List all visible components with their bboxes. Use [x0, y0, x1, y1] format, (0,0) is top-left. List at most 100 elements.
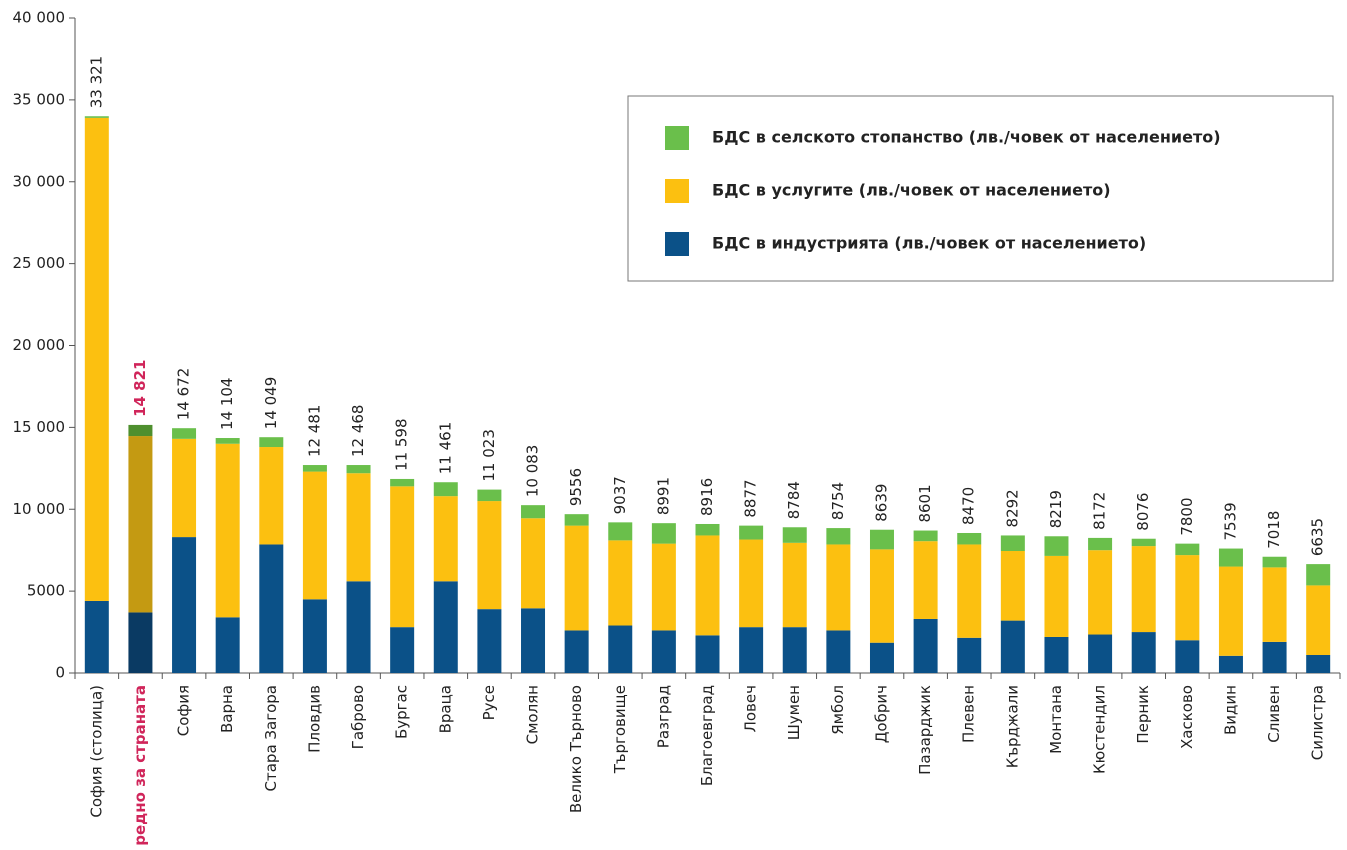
bar-segment: [477, 609, 502, 673]
total-label: 8639: [872, 484, 890, 522]
total-label: 8219: [1047, 490, 1065, 528]
x-tick-label: Търговище: [611, 685, 629, 774]
total-label: 8292: [1003, 489, 1021, 527]
bar-segment: [1262, 567, 1287, 642]
bar-segment: [1044, 636, 1069, 673]
bar-segment: [608, 540, 633, 626]
bar-segment: [608, 625, 633, 673]
y-tick-label: 10 000: [13, 500, 66, 518]
bar-segment: [1088, 634, 1113, 673]
x-tick-label: Разград: [654, 685, 672, 748]
bar-segment: [1131, 632, 1156, 673]
bar-segment: [215, 443, 240, 618]
bar-segment: [84, 116, 109, 118]
total-label: 7539: [1221, 502, 1239, 540]
bar-segment: [84, 600, 109, 673]
bar-segment: [215, 438, 240, 444]
bar-segment: [128, 436, 153, 613]
legend-swatch: [665, 232, 689, 256]
x-tick-label: София: [175, 685, 193, 736]
bar-segment: [259, 544, 284, 673]
bar-segment: [433, 482, 458, 497]
total-label: 12 481: [305, 405, 323, 458]
legend-swatch: [665, 179, 689, 203]
bar-segment: [521, 608, 546, 673]
total-label: 8784: [785, 481, 803, 519]
x-tick-label: Русе: [480, 685, 498, 720]
bar-segment: [957, 637, 982, 673]
bar-segment: [869, 529, 894, 550]
bar-segment: [695, 635, 720, 673]
bar-segment: [826, 544, 851, 631]
total-label: 14 049: [262, 377, 280, 430]
bar-segment: [390, 486, 415, 628]
total-label: 9037: [611, 476, 629, 514]
x-tick-label: София (столица): [87, 685, 105, 818]
bar-segment: [172, 537, 197, 673]
bar-segment: [172, 438, 197, 538]
bar-segment: [259, 447, 284, 545]
total-label: 14 104: [218, 378, 236, 431]
bar-segment: [869, 642, 894, 673]
bar-segment: [215, 617, 240, 673]
bar-segment: [521, 518, 546, 609]
y-tick-label: 20 000: [13, 336, 66, 354]
x-tick-label: Добрич: [872, 685, 890, 743]
bar-segment: [1044, 536, 1069, 556]
total-label: 8991: [654, 477, 672, 515]
x-tick-label: Габрово: [349, 685, 367, 749]
bar-segment: [1000, 620, 1025, 673]
total-label: 8601: [916, 484, 934, 522]
legend-box: [627, 95, 1334, 282]
total-label: 9556: [567, 468, 585, 506]
bar-segment: [826, 630, 851, 673]
bar-segment: [172, 428, 197, 439]
x-tick-label: Плевен: [960, 685, 978, 743]
bar-segment: [1262, 641, 1287, 673]
bar-segment: [782, 542, 807, 628]
bar-segment: [390, 627, 415, 673]
x-tick-label: Ловеч: [742, 685, 760, 732]
bar-segment: [1218, 655, 1243, 673]
bar-segment: [1131, 538, 1156, 547]
bar-segment: [651, 523, 676, 544]
y-tick-label: 15 000: [13, 418, 66, 436]
x-tick-label: Ямбол: [829, 685, 847, 735]
x-tick-label: Варна: [218, 685, 236, 733]
bar-segment: [1175, 555, 1200, 641]
total-label: 8470: [960, 487, 978, 525]
y-tick-label: 25 000: [13, 254, 66, 272]
bar-segment: [477, 501, 502, 610]
total-label: 10 083: [524, 445, 542, 498]
total-label: 12 468: [349, 405, 367, 458]
x-tick-label: Бургас: [393, 685, 411, 739]
total-label: 8172: [1091, 492, 1109, 530]
bar-segment: [869, 549, 894, 643]
bar-segment: [390, 478, 415, 487]
x-tick-label: Пазарджик: [916, 685, 934, 775]
bar-segment: [782, 627, 807, 673]
bar-segment: [957, 532, 982, 545]
x-tick-label: Смолян: [524, 685, 542, 744]
bar-segment: [826, 528, 851, 545]
x-tick-label: Велико Търново: [567, 685, 585, 813]
total-label: 11 461: [436, 422, 454, 475]
bar-segment: [564, 514, 589, 526]
bar-segment: [564, 630, 589, 673]
bar-segment: [128, 424, 153, 437]
bar-segment: [259, 437, 284, 448]
total-label: 8076: [1134, 493, 1152, 531]
bar-segment: [739, 525, 764, 540]
y-tick-label: 5000: [27, 582, 65, 600]
bar-segment: [477, 489, 502, 502]
bar-segment: [128, 612, 153, 673]
y-tick-label: 30 000: [13, 172, 66, 190]
x-tick-label: Враца: [436, 685, 454, 733]
bar-segment: [695, 535, 720, 636]
bar-segment: [957, 544, 982, 638]
bar-segment: [84, 117, 109, 601]
x-tick-label: Силистра: [1309, 685, 1327, 760]
x-tick-label: Сливен: [1265, 685, 1283, 743]
x-tick-label: Хасково: [1178, 685, 1196, 749]
